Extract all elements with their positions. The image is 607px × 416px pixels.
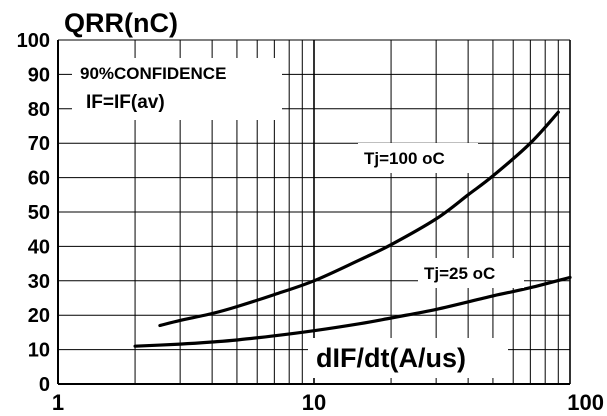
y-tick-label: 80 (28, 99, 50, 121)
annotation-if: IF=IF(av) (86, 92, 165, 113)
y-tick-label: 60 (28, 168, 50, 190)
x-tick-labels: 1 10 100 (52, 390, 604, 415)
curves (133, 110, 572, 348)
annotation-confidence: 90%CONFIDENCE (80, 64, 226, 83)
y-tick-label: 90 (28, 64, 50, 86)
x-tick-label: 1 (52, 390, 64, 415)
chart-title: QRR(nC) (64, 8, 178, 38)
series-line-25c (133, 275, 572, 348)
x-axis-label: dIF/dt(A/us) (316, 343, 466, 373)
annotation-box (72, 58, 282, 120)
x-tick-label: 100 (567, 390, 604, 415)
x-tick-label: 10 (302, 390, 326, 415)
y-tick-label: 20 (28, 305, 50, 327)
y-tick-label: 100 (17, 30, 50, 52)
series-line-100c (158, 110, 560, 328)
axes (57, 40, 570, 385)
x-axis-label-bg (308, 338, 508, 378)
y-tick-label: 30 (28, 271, 50, 293)
y-tick-labels: 0 10 20 30 40 50 60 70 80 90 100 (17, 30, 50, 396)
y-tick-label: 10 (28, 340, 50, 362)
series-label-25c: Tj=25 oC (424, 264, 495, 283)
y-tick-label: 0 (39, 374, 50, 396)
y-tick-label: 50 (28, 202, 50, 224)
y-tick-label: 70 (28, 133, 50, 155)
series-label-100c: Tj=100 oC (364, 149, 445, 168)
y-tick-label: 40 (28, 236, 50, 258)
series-label-bg-25 (418, 258, 524, 288)
series-label-bg-100 (358, 143, 478, 173)
